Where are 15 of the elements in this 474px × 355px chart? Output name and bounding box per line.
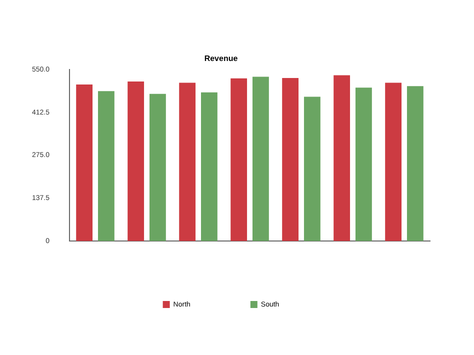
bar [76, 84, 93, 241]
bar [406, 86, 424, 241]
bar [252, 76, 269, 241]
bar [334, 75, 350, 241]
bar [98, 91, 114, 241]
bar [282, 78, 299, 241]
bar [230, 78, 248, 241]
bar [128, 81, 144, 241]
bar [200, 92, 218, 241]
bar [355, 88, 372, 241]
bar [150, 94, 166, 241]
bar [385, 82, 402, 241]
bar [304, 96, 320, 241]
chart-title: Revenue [204, 54, 238, 64]
bar [179, 82, 196, 241]
